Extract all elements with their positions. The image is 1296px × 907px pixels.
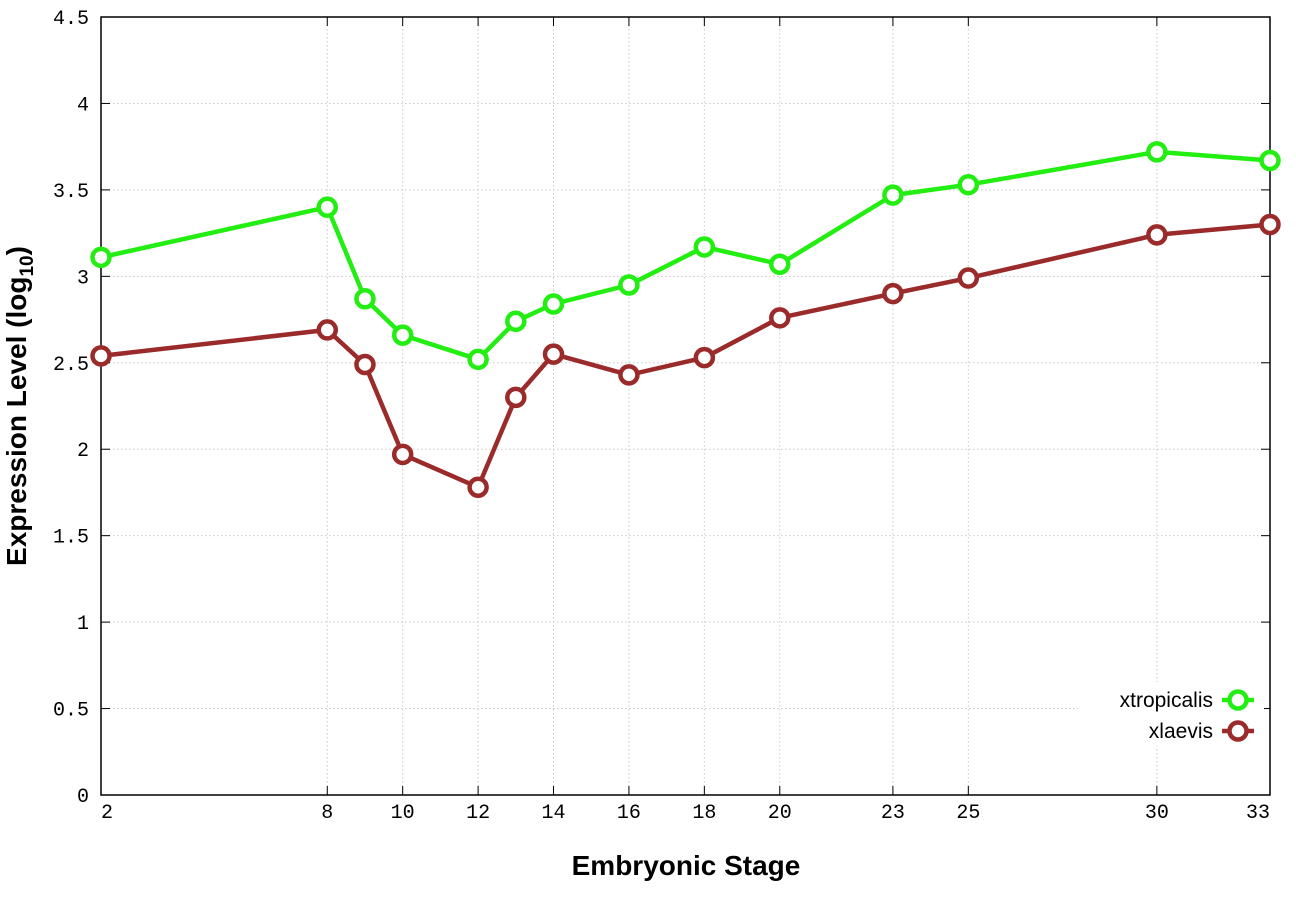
data-point [1259,213,1281,236]
data-point [467,348,489,371]
data-point [957,267,980,289]
y-tick-label: 0.5 [53,700,89,723]
data-point [1146,141,1168,163]
x-axis-title: Embryonic Stage [572,850,801,881]
y-tick-label: 2 [77,440,89,463]
data-point [618,274,640,296]
series-line [100,149,1271,362]
data-point [316,196,339,218]
data-point [542,343,565,365]
series-line [100,222,1271,490]
grid [101,17,1270,795]
data-point [618,364,640,386]
data-point [693,236,716,258]
legend-label: xlaevis [1149,720,1213,743]
x-tick-label: 16 [617,802,641,825]
x-tick-label: 8 [321,802,333,825]
y-tick-label: 4 [77,94,89,117]
data-point [882,184,904,206]
data-point [1259,149,1281,172]
y-axis-title-subscript: 10 [17,255,38,276]
legend-marker-swatch [1227,720,1249,742]
y-axis-title-close: ) [1,246,32,255]
legend-marker-swatch [1227,689,1249,711]
data-point [316,319,339,341]
data-point [90,345,112,367]
y-tick-label: 2.5 [53,354,89,377]
y-axis-title: Expression Level (log10) [1,246,38,566]
data-point [769,253,791,275]
x-tick-label: 25 [956,802,980,825]
data-point [505,310,527,333]
plot-frame [100,16,1271,796]
data-point [467,476,489,499]
data-point [542,293,565,315]
y-tick-label: 1 [77,613,89,636]
data-point [882,282,904,305]
legend-item-xtropicalis: xtropicalis [1120,689,1254,712]
data-point [1146,224,1168,246]
x-tick-label: 30 [1145,802,1169,825]
series-lines [90,141,1281,499]
y-tick-label: 0 [77,786,89,809]
data-point [957,173,980,196]
x-tick-label: 12 [466,802,490,825]
series-xtropicalis [90,141,1281,371]
x-tick-label: 14 [542,802,566,825]
data-point [354,288,376,310]
x-tick-label: 2 [101,802,113,825]
data-point [505,386,527,409]
data-point [391,324,414,346]
y-axis-title-main: Expression Level (log [1,277,32,566]
x-tick-label: 10 [391,802,415,825]
data-point [354,353,376,376]
y-tick-label: 3 [77,267,89,290]
data-point [391,443,414,466]
legend-label: xtropicalis [1120,689,1213,712]
y-tick-label: 1.5 [53,527,89,550]
data-point [90,246,112,269]
legend: xtropicalis xlaevis [1078,682,1264,746]
data-point [693,346,716,369]
data-point [769,307,791,329]
x-tick-label: 18 [692,802,716,825]
x-tick-label: 20 [768,802,792,825]
x-tick-label: 23 [881,802,905,825]
y-tick-label: 3.5 [53,181,89,204]
y-tick-label: 4.5 [53,8,89,31]
legend-item-xlaevis: xlaevis [1149,720,1254,743]
series-xlaevis [90,213,1281,499]
axis-ticks: 0 0.5 1 1.5 2 2.5 3 3.5 4 4.5 2 8 10 12 14 16 18 20 23 25 30… [53,8,1271,825]
x-tick-label: 33 [1246,802,1270,825]
